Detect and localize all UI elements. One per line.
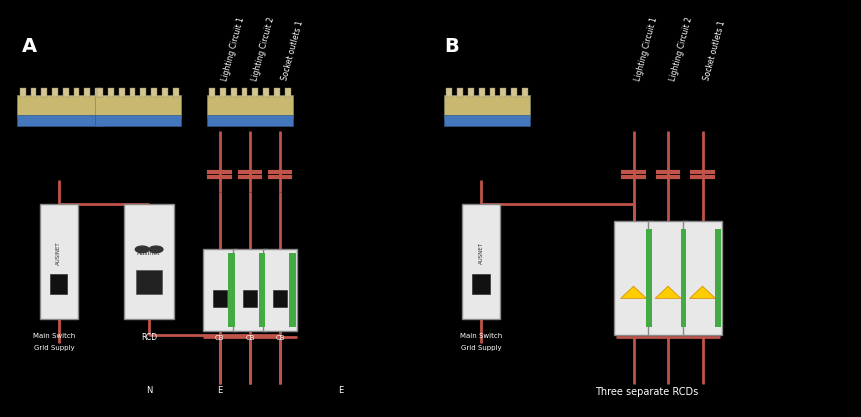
- Bar: [284, 88, 290, 97]
- Bar: [97, 88, 103, 97]
- Text: Lighting Circuit 1: Lighting Circuit 1: [633, 16, 659, 82]
- Bar: [17, 116, 103, 126]
- Bar: [274, 88, 280, 97]
- Text: Main Switch: Main Switch: [33, 333, 76, 339]
- Bar: [95, 116, 181, 126]
- Bar: [715, 229, 720, 327]
- Bar: [682, 221, 722, 335]
- Bar: [472, 274, 489, 294]
- Bar: [273, 290, 287, 306]
- Bar: [252, 88, 258, 97]
- Bar: [443, 95, 530, 118]
- Bar: [50, 274, 67, 294]
- Bar: [647, 221, 687, 335]
- Text: Main Switch: Main Switch: [459, 333, 502, 339]
- Text: Lighting Circuit 2: Lighting Circuit 2: [667, 16, 693, 82]
- Bar: [136, 270, 162, 294]
- Bar: [84, 88, 90, 97]
- Bar: [63, 88, 69, 97]
- Text: Ausinet: Ausinet: [137, 251, 161, 256]
- Bar: [680, 229, 685, 327]
- Bar: [17, 95, 103, 118]
- Text: Lighting Circuit 1: Lighting Circuit 1: [220, 16, 245, 82]
- Bar: [478, 88, 484, 97]
- Text: Socket outlets 1: Socket outlets 1: [702, 20, 727, 82]
- Bar: [129, 88, 135, 97]
- Bar: [228, 254, 235, 327]
- Bar: [241, 88, 247, 97]
- Bar: [288, 254, 295, 327]
- Bar: [499, 88, 505, 97]
- Text: Grid Supply: Grid Supply: [460, 345, 501, 352]
- Bar: [162, 88, 168, 97]
- Bar: [646, 229, 651, 327]
- Bar: [52, 88, 58, 97]
- Bar: [263, 249, 297, 331]
- Bar: [73, 88, 79, 97]
- Bar: [209, 88, 215, 97]
- Polygon shape: [620, 286, 646, 299]
- Bar: [443, 116, 530, 126]
- Bar: [30, 88, 36, 97]
- Polygon shape: [689, 286, 715, 299]
- Text: E: E: [217, 386, 222, 395]
- Text: E: E: [338, 386, 343, 395]
- Text: Lighting Circuit 2: Lighting Circuit 2: [250, 16, 276, 82]
- Bar: [243, 290, 257, 306]
- Bar: [95, 88, 101, 97]
- Text: Three separate RCDs: Three separate RCDs: [594, 387, 697, 397]
- Bar: [521, 88, 527, 97]
- Bar: [220, 88, 226, 97]
- Bar: [151, 88, 157, 97]
- Bar: [119, 88, 125, 97]
- Bar: [511, 88, 517, 97]
- Bar: [461, 204, 499, 319]
- Text: A: A: [22, 37, 37, 56]
- Text: N: N: [146, 386, 152, 395]
- Text: AUSNET: AUSNET: [478, 242, 483, 264]
- Bar: [468, 88, 474, 97]
- Text: CB: CB: [214, 335, 225, 341]
- Text: Socket outlets 1: Socket outlets 1: [280, 20, 305, 82]
- Text: AUSINET: AUSINET: [56, 242, 61, 265]
- Text: CB: CB: [275, 335, 285, 341]
- Bar: [231, 88, 237, 97]
- Bar: [232, 249, 267, 331]
- Bar: [40, 204, 77, 319]
- Bar: [213, 290, 226, 306]
- Bar: [41, 88, 47, 97]
- Text: Grid Supply: Grid Supply: [34, 345, 75, 352]
- Bar: [613, 221, 653, 335]
- Bar: [140, 88, 146, 97]
- Bar: [202, 249, 237, 331]
- Text: RCD: RCD: [141, 333, 157, 342]
- Polygon shape: [654, 286, 680, 299]
- Text: CB: CB: [245, 335, 255, 341]
- Bar: [108, 88, 114, 97]
- Bar: [258, 254, 265, 327]
- Bar: [20, 88, 26, 97]
- Bar: [207, 116, 293, 126]
- Bar: [456, 88, 462, 97]
- Circle shape: [149, 246, 163, 253]
- Bar: [446, 88, 452, 97]
- Bar: [124, 204, 174, 319]
- Bar: [489, 88, 495, 97]
- Bar: [207, 95, 293, 118]
- Circle shape: [135, 246, 149, 253]
- Bar: [172, 88, 178, 97]
- Bar: [263, 88, 269, 97]
- Text: B: B: [443, 37, 458, 56]
- Bar: [95, 95, 181, 118]
